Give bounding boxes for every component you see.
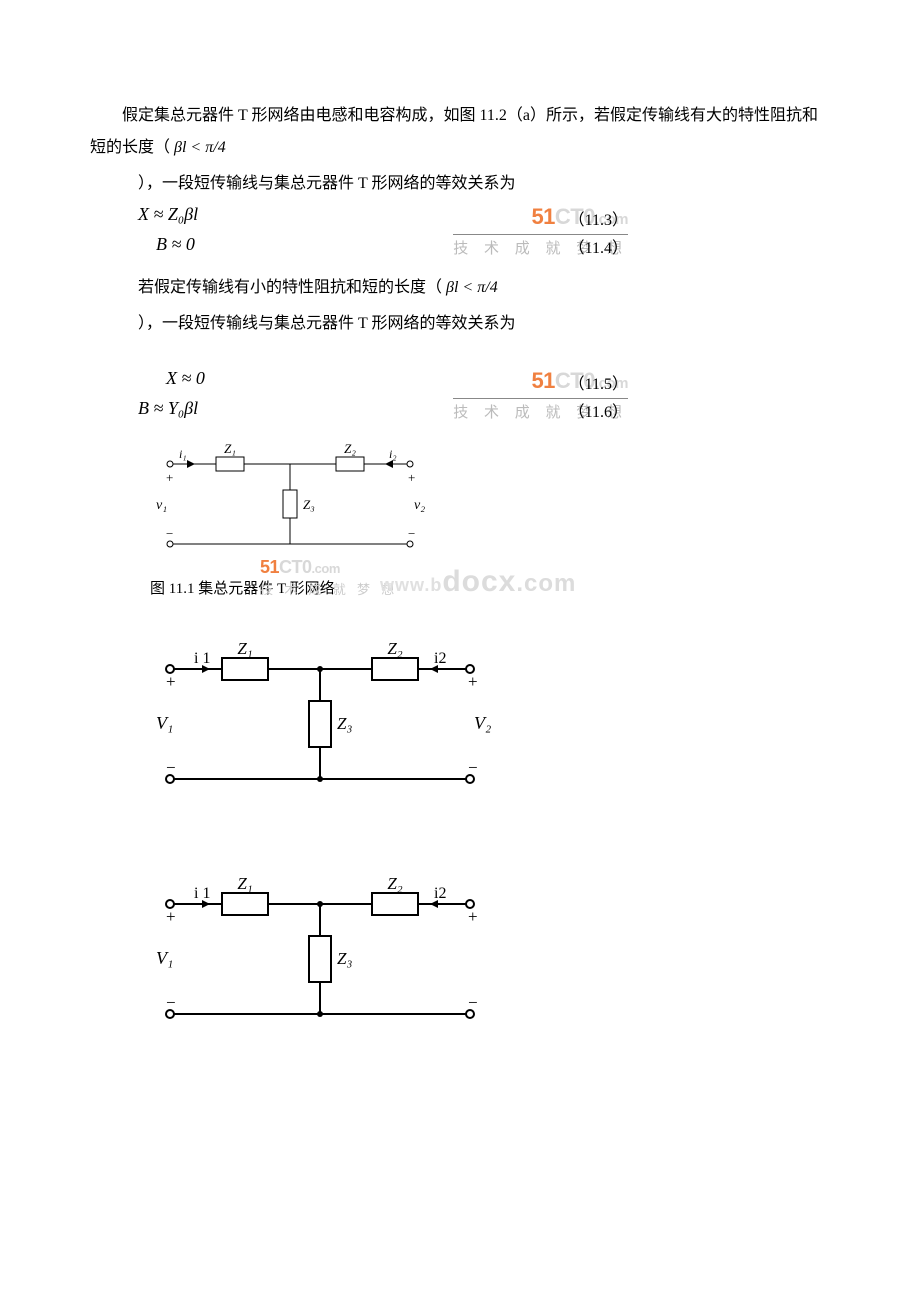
eq-number: （11.5）: [569, 370, 628, 394]
t-network-diagram-small: Z₁ Z₂ Z₃ i₁ i₂ + + − − v₁ v₂: [150, 442, 430, 572]
svg-text:−: −: [408, 526, 415, 541]
svg-text:−: −: [166, 993, 176, 1012]
svg-text:Z₃: Z₃: [303, 497, 315, 512]
svg-text:Z₃: Z₃: [337, 949, 352, 968]
svg-text:Z₁: Z₁: [237, 874, 252, 893]
watermark-subtitle: 技 术 成 就 梦 想: [260, 579, 398, 598]
eq-number: （11.4）: [569, 234, 628, 258]
svg-text:+: +: [166, 470, 173, 485]
svg-text:Z₁: Z₁: [237, 639, 252, 658]
svg-text:+: +: [468, 672, 478, 691]
watermark-51cto-icon: 51CT0.com: [260, 557, 340, 578]
svg-text:V₁: V₁: [156, 948, 173, 968]
eq-rhs: 技 术 成 就 梦 想 （11.6）: [398, 398, 628, 422]
svg-text:Z₂: Z₂: [344, 442, 356, 456]
paragraph-2: ），一段短传输线与集总元器件 T 形网络的等效关系为: [138, 168, 830, 200]
svg-text:Z₁: Z₁: [224, 442, 236, 456]
svg-text:Z₃: Z₃: [337, 714, 352, 733]
eq-rhs: 51CT0.com （11.3）: [398, 204, 628, 230]
svg-text:V₁: V₁: [156, 713, 173, 733]
eq-lhs: B ≈ 0: [138, 234, 398, 258]
svg-text:−: −: [166, 758, 176, 777]
paragraph-4: ），一段短传输线与集总元器件 T 形网络的等效关系为: [138, 308, 830, 340]
svg-text:−: −: [468, 758, 478, 777]
svg-text:Z₂: Z₂: [387, 639, 402, 658]
eq-lhs: B ≈ Y₀βl: [138, 398, 398, 422]
eq-rhs: 技 术 成 就 梦 想 （11.4）: [398, 234, 628, 258]
eq-number: （11.6）: [569, 398, 628, 422]
eq-lhs: X ≈ Z₀βl: [138, 204, 398, 230]
svg-text:+: +: [408, 470, 415, 485]
equation-11-5: X ≈ 0 51CT0.com （11.5）: [138, 368, 830, 394]
svg-text:−: −: [468, 993, 478, 1012]
eq-rhs: 51CT0.com （11.5）: [398, 368, 628, 394]
eq-number: （11.3）: [569, 206, 628, 230]
svg-text:i 1: i 1: [194, 650, 210, 667]
p4-text: ），一段短传输线与集总元器件 T 形网络的等效关系为: [138, 315, 516, 332]
equation-11-4: B ≈ 0 技 术 成 就 梦 想 （11.4）: [138, 234, 830, 258]
svg-text:V₂: V₂: [474, 713, 491, 733]
figure-11-1: Z₁Z₂Z₃i₁i₂++−−v₁v₂ 图 11.1 集总元器件 T 形网络 51…: [150, 442, 830, 1049]
svg-text:i2: i2: [434, 885, 446, 902]
svg-text:Z₂: Z₂: [387, 874, 402, 893]
paragraph-3: 若假定传输线有小的特性阻抗和短的长度（ βl < π/4: [138, 272, 830, 304]
t-network-diagram-large-1: Z₁ Z₂ Z₃ i 1 i2 + + − − V₁ V₂: [150, 639, 510, 809]
watermark-docx: www.bdocx.com: [380, 565, 576, 599]
t-network-diagram-large-2: Z₁ Z₂ Z₃ i 1 i2 + + − − V₁: [150, 874, 510, 1044]
eq-lhs: X ≈ 0: [138, 368, 398, 394]
svg-text:+: +: [166, 907, 176, 926]
equation-11-3: X ≈ Z₀βl 51CT0.com （11.3）: [138, 204, 830, 230]
svg-text:i₂: i₂: [389, 447, 397, 461]
p3-text-a: 若假定传输线有小的特性阻抗和短的长度（: [138, 279, 442, 296]
svg-text:i₁: i₁: [179, 447, 187, 461]
p2-text: ），一段短传输线与集总元器件 T 形网络的等效关系为: [138, 175, 516, 192]
svg-text:i2: i2: [434, 650, 446, 667]
svg-text:−: −: [166, 526, 173, 541]
svg-text:v₂: v₂: [414, 498, 425, 513]
p3-math: βl < π/4: [446, 279, 498, 296]
paragraph-1: 假定集总元器件 T 形网络由电感和电容构成，如图 11.2（a）所示，若假定传输…: [90, 100, 830, 164]
p1-math: βl < π/4: [174, 139, 226, 156]
svg-text:i 1: i 1: [194, 885, 210, 902]
svg-text:+: +: [468, 907, 478, 926]
svg-text:+: +: [166, 672, 176, 691]
equation-11-6: B ≈ Y₀βl 技 术 成 就 梦 想 （11.6）: [138, 398, 830, 422]
svg-text:v₁: v₁: [156, 498, 167, 513]
